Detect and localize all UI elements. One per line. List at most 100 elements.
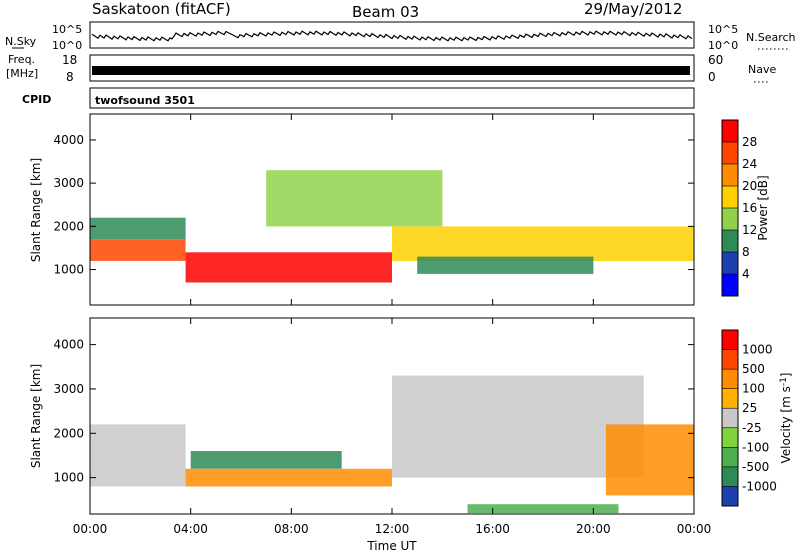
colorbar-tick-label: 8 [742,245,750,259]
freq-label: Freq. [8,53,35,66]
colorbar-tick-label: 1000 [742,343,773,357]
colorbar-segment [722,164,738,187]
nsky-panel-frame [89,21,695,49]
colorbar-tick-label: 24 [742,157,757,171]
colorbar-segment [722,486,738,507]
velocity-colorbar-label-sup: -1 [779,377,789,386]
date-title: 29/May/2012 [584,0,682,18]
colorbar-tick-label: -500 [742,460,769,474]
colorbar-tick-label: 25 [742,401,757,415]
power-colorbar-label: Power [dB] [756,175,770,240]
velocity-colorbar-label-end: ] [779,373,793,378]
colorbar-tick-label: 16 [742,201,757,215]
y-tick-label: 2000 [53,426,84,440]
colorbar-tick-label: 20 [742,179,757,193]
colorbar-tick-label: -100 [742,440,769,454]
power-band [392,226,694,261]
power-colorbar: 4 8 12 16 20 24 28 [722,120,757,297]
colorbar-segment [722,208,738,231]
colorbar-segment [722,252,738,275]
colorbar-segment [722,466,738,487]
velocity-colorbar-label-main: Velocity [m s [779,386,793,463]
x-tick-label: 16:00 [475,522,510,536]
x-tick-label: 08:00 [274,522,309,536]
x-tick-label: 12:00 [375,522,410,536]
nave-label: Nave [748,63,776,76]
time-axis-label: Time UT [366,539,417,553]
nave-tick-bottom: 0 [708,70,716,84]
y-tick-label: 4000 [53,338,84,352]
nsearch-label: N.Search [746,31,796,44]
colorbar-segment [722,330,738,351]
colorbar-segment [722,120,738,143]
y-tick-label: 3000 [53,176,84,190]
nsky-label: N.Sky [5,35,37,48]
colorbar-segment [722,274,738,297]
velocity-band [467,504,619,514]
colorbar-tick-label: 100 [742,382,765,396]
power-band [90,217,186,240]
nsky-tick-bottom: 10^0 [52,39,82,52]
velocity-band [90,424,186,487]
colorbar-tick-label: 28 [742,135,757,149]
station-title: Saskatoon (fitACF) [92,0,231,18]
nsky-trace-line [91,30,693,42]
freq-tick-bottom: 8 [66,70,74,84]
colorbar-segment [722,349,738,370]
velocity-heatmap-cells [90,375,694,514]
freq-panel-frame [89,54,695,82]
cpid-value: twofsound 3501 [95,94,195,107]
power-band [417,256,594,274]
colorbar-segment [722,408,738,429]
freq-trace [92,66,690,75]
colorbar-segment [722,142,738,165]
velocity-band [392,375,644,478]
nsky-tick-top: 10^5 [52,23,82,36]
colorbar-segment [722,447,738,468]
power-y-axis-label: Slant Range [km] [29,158,43,262]
colorbar-segment [722,369,738,390]
velocity-band [605,424,694,496]
colorbar-tick-label: 12 [742,223,757,237]
y-tick-label: 4000 [53,133,84,147]
velocity-band [185,468,392,487]
velocity-colorbar: 1000 500 100 25 -25 -100 -500 -1000 [722,330,777,507]
power-heatmap-cells [90,170,694,283]
velocity-y-axis: 1000 2000 3000 4000 [53,338,694,485]
colorbar-segment [722,427,738,448]
velocity-x-axis: 00:00 04:00 08:00 12:00 16:00 20:00 00:00 [73,318,712,536]
nave-tick-top: 60 [708,53,723,67]
nsearch-tick-top: 10^5 [708,23,738,36]
power-x-ticks [89,114,695,305]
cpid-label: CPID [22,93,51,106]
power-y-axis: 1000 2000 3000 4000 [53,133,694,277]
colorbar-tick-label: -25 [742,421,762,435]
x-tick-label: 20:00 [576,522,611,536]
y-tick-label: 2000 [53,219,84,233]
y-tick-label: 1000 [53,471,84,485]
power-band [185,252,392,283]
velocity-band [190,451,342,469]
velocity-y-axis-label: Slant Range [km] [29,364,43,468]
power-colorbar-frame [721,119,739,297]
colorbar-segment [722,388,738,409]
colorbar-segment [722,230,738,253]
beam-title: Beam 03 [352,3,419,21]
velocity-colorbar-label: Velocity [m s-1] [779,373,793,464]
x-tick-label: 04:00 [173,522,208,536]
colorbar-tick-label: -1000 [742,479,777,493]
colorbar-tick-label: 500 [742,362,765,376]
y-tick-label: 1000 [53,263,84,277]
nsearch-tick-bottom: 10^0 [708,39,738,52]
x-tick-label: 00:00 [73,522,108,536]
x-tick-label: 00:00 [677,522,712,536]
freq-tick-top: 18 [62,53,77,67]
colorbar-segment [722,186,738,209]
y-tick-label: 3000 [53,382,84,396]
velocity-colorbar-frame [721,329,739,507]
colorbar-tick-label: 4 [742,267,750,281]
power-band [266,170,443,227]
nsky-trace [91,30,693,42]
freq-unit: [MHz] [6,67,38,80]
